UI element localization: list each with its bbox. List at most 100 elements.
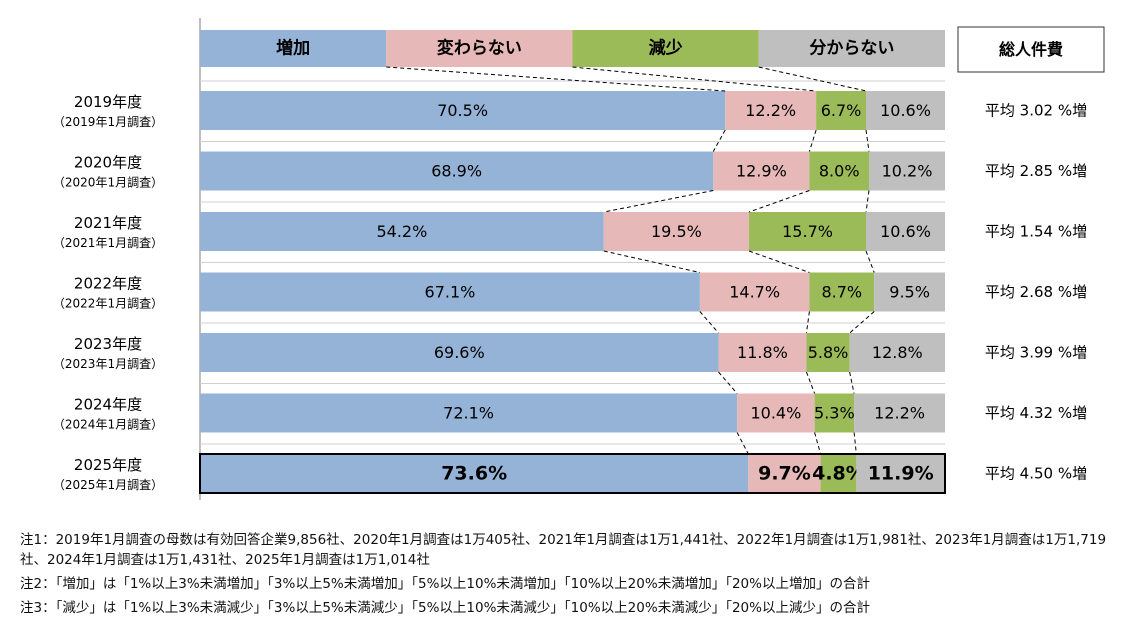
bar-segment xyxy=(200,91,726,130)
chart-notes: 注1：2019年1月調査の母数は有効回答企業9,856社、2020年1月調査は1… xyxy=(20,530,1120,622)
bar-segment xyxy=(816,91,867,130)
average-value: 平均 1.54 %増 xyxy=(985,223,1087,241)
bar-segment xyxy=(200,151,714,191)
survey-label: （2023年1月調査） xyxy=(53,357,163,371)
value-label: 6.7% xyxy=(821,101,862,120)
year-label: 2020年度 xyxy=(74,154,142,172)
value-label: 15.7% xyxy=(782,222,833,241)
survey-label: （2020年1月調査） xyxy=(53,176,163,190)
bar-segment xyxy=(200,454,749,493)
survey-label: （2019年1月調査） xyxy=(53,115,163,129)
value-label: 8.7% xyxy=(821,283,862,302)
value-label: 72.1% xyxy=(443,404,494,423)
value-label: 54.2% xyxy=(376,222,427,241)
average-value: 平均 4.32 %増 xyxy=(985,404,1087,422)
value-label: 12.2% xyxy=(874,404,925,423)
connector-line xyxy=(712,129,726,152)
note-1: 注1：2019年1月調査の母数は有効回答企業9,856社、2020年1月調査は1… xyxy=(20,532,1107,568)
value-label: 10.4% xyxy=(750,404,801,423)
value-label: 11.8% xyxy=(737,343,788,362)
total-header-label: 総人件費 xyxy=(999,40,1063,59)
connector-line xyxy=(748,190,810,213)
value-label: 12.9% xyxy=(736,162,787,181)
value-label: 11.9% xyxy=(868,463,934,485)
value-label: 68.9% xyxy=(431,162,482,181)
legend-swatch-2 xyxy=(572,30,759,67)
value-label: 10.6% xyxy=(880,101,931,120)
legend-label-3: 分からない xyxy=(809,39,894,59)
bar-segment xyxy=(725,91,817,130)
bar-segment xyxy=(814,393,855,433)
note-2: 注2：「増加」は「1%以上3%未満増加」「3%以上5%未満増加」「5%以上10%… xyxy=(20,576,870,592)
value-label: 73.6% xyxy=(441,463,507,485)
bar-segment xyxy=(718,333,807,372)
survey-label: （2025年1月調査） xyxy=(53,478,163,492)
legend-swatch-3 xyxy=(758,30,945,67)
connector-line xyxy=(805,371,816,394)
bar-segment xyxy=(713,151,810,191)
bar-segment xyxy=(809,272,875,312)
connector-line xyxy=(572,66,817,92)
average-value: 平均 3.02 %増 xyxy=(985,102,1087,120)
legend-label-1: 変わらない xyxy=(437,38,522,59)
survey-label: （2024年1月調査） xyxy=(53,418,163,432)
average-value: 平均 4.50 %増 xyxy=(985,465,1087,483)
connector-line xyxy=(736,432,749,455)
year-label: 2025年度 xyxy=(74,456,142,474)
year-label: 2019年度 xyxy=(74,93,142,111)
value-label: 9.7% xyxy=(758,463,811,485)
connector-line xyxy=(699,311,719,334)
survey-label: （2022年1月調査） xyxy=(53,297,163,311)
bar-segment xyxy=(854,393,945,433)
connector-line xyxy=(849,371,855,394)
connector-line xyxy=(865,250,875,273)
chart-svg: 増加 変わらない 減少 分からない 総人件費 2019年度 （2019年1月調査） 70.5%… xyxy=(53,18,1105,500)
bar-segment xyxy=(869,151,945,191)
bar-segment xyxy=(809,151,870,191)
connector-line xyxy=(805,311,810,334)
legend-label-2: 減少 xyxy=(649,38,683,59)
stacked-bar-chart: 増加 変わらない 減少 分からない 総人件費 2019年度 （2019年1月調査） 70.5%… xyxy=(53,18,1105,500)
bar-segment xyxy=(603,212,750,251)
value-label: 14.7% xyxy=(729,283,780,302)
bar-segment xyxy=(748,454,821,493)
connector-line xyxy=(718,371,738,394)
value-label: 12.8% xyxy=(872,343,923,362)
bar-segment xyxy=(749,212,867,251)
average-value: 平均 3.99 %増 xyxy=(985,344,1087,362)
bar-segment xyxy=(866,212,945,251)
value-label: 10.6% xyxy=(880,222,931,241)
year-label: 2022年度 xyxy=(74,275,142,293)
note-3: 注3：「減少」は「1%以上3%未満減少」「3%以上5%未満減少」「5%以上10%… xyxy=(20,600,870,616)
average-value: 平均 2.68 %増 xyxy=(985,283,1087,301)
value-label: 70.5% xyxy=(437,101,488,120)
total-header-box xyxy=(957,26,1105,73)
connector-line xyxy=(758,66,867,92)
legend-swatch-0 xyxy=(200,30,387,67)
connector-line xyxy=(808,129,817,152)
bar-segment xyxy=(849,333,945,372)
bar-segment xyxy=(856,454,945,493)
bar-segment xyxy=(200,272,700,312)
bar-segment xyxy=(820,454,857,493)
value-label: 10.2% xyxy=(882,162,933,181)
highlight-outline xyxy=(199,453,946,494)
connector-line xyxy=(386,66,726,92)
value-label: 69.6% xyxy=(434,343,485,362)
bar-segment xyxy=(699,272,810,312)
bar-segment xyxy=(200,333,719,372)
connector-line xyxy=(603,190,714,213)
value-label: 5.8% xyxy=(808,343,849,362)
connector-line xyxy=(865,190,870,213)
average-value: 平均 2.85 %増 xyxy=(985,162,1087,180)
bar-segment xyxy=(866,91,945,130)
survey-label: （2021年1月調査） xyxy=(53,236,163,250)
legend-label-0: 増加 xyxy=(276,38,310,59)
connector-line xyxy=(748,250,810,273)
value-label: 19.5% xyxy=(651,222,702,241)
value-label: 9.5% xyxy=(889,283,930,302)
connector-line xyxy=(849,311,875,334)
bar-segment xyxy=(737,393,815,433)
bar-segment xyxy=(200,393,738,433)
value-label: 67.1% xyxy=(425,283,476,302)
